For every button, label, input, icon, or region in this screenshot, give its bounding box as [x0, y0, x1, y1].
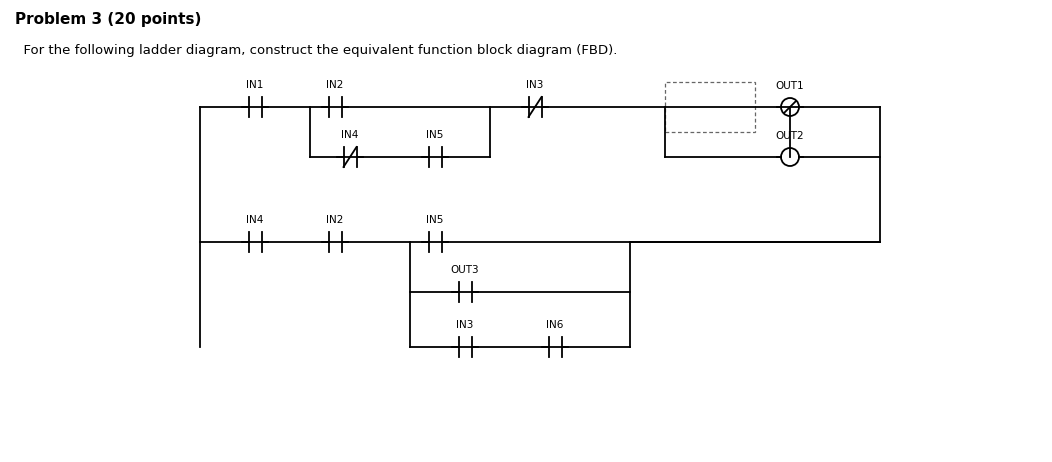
Text: IN3: IN3: [457, 320, 473, 330]
Bar: [665, 82, 755, 132]
Text: IN3: IN3: [526, 80, 544, 90]
Text: OUT3: OUT3: [450, 265, 480, 275]
Text: OUT2: OUT2: [775, 131, 805, 141]
Text: OUT1: OUT1: [775, 81, 805, 91]
Text: IN2: IN2: [326, 215, 344, 225]
Text: IN4: IN4: [341, 130, 359, 140]
Text: IN1: IN1: [246, 80, 264, 90]
Text: IN2: IN2: [326, 80, 344, 90]
Text: Problem 3 (20 points): Problem 3 (20 points): [15, 12, 201, 27]
Text: IN4: IN4: [246, 215, 264, 225]
Text: IN6: IN6: [546, 320, 564, 330]
Text: IN5: IN5: [426, 215, 444, 225]
Text: IN5: IN5: [426, 130, 444, 140]
Text: For the following ladder diagram, construct the equivalent function block diagra: For the following ladder diagram, constr…: [15, 44, 618, 57]
